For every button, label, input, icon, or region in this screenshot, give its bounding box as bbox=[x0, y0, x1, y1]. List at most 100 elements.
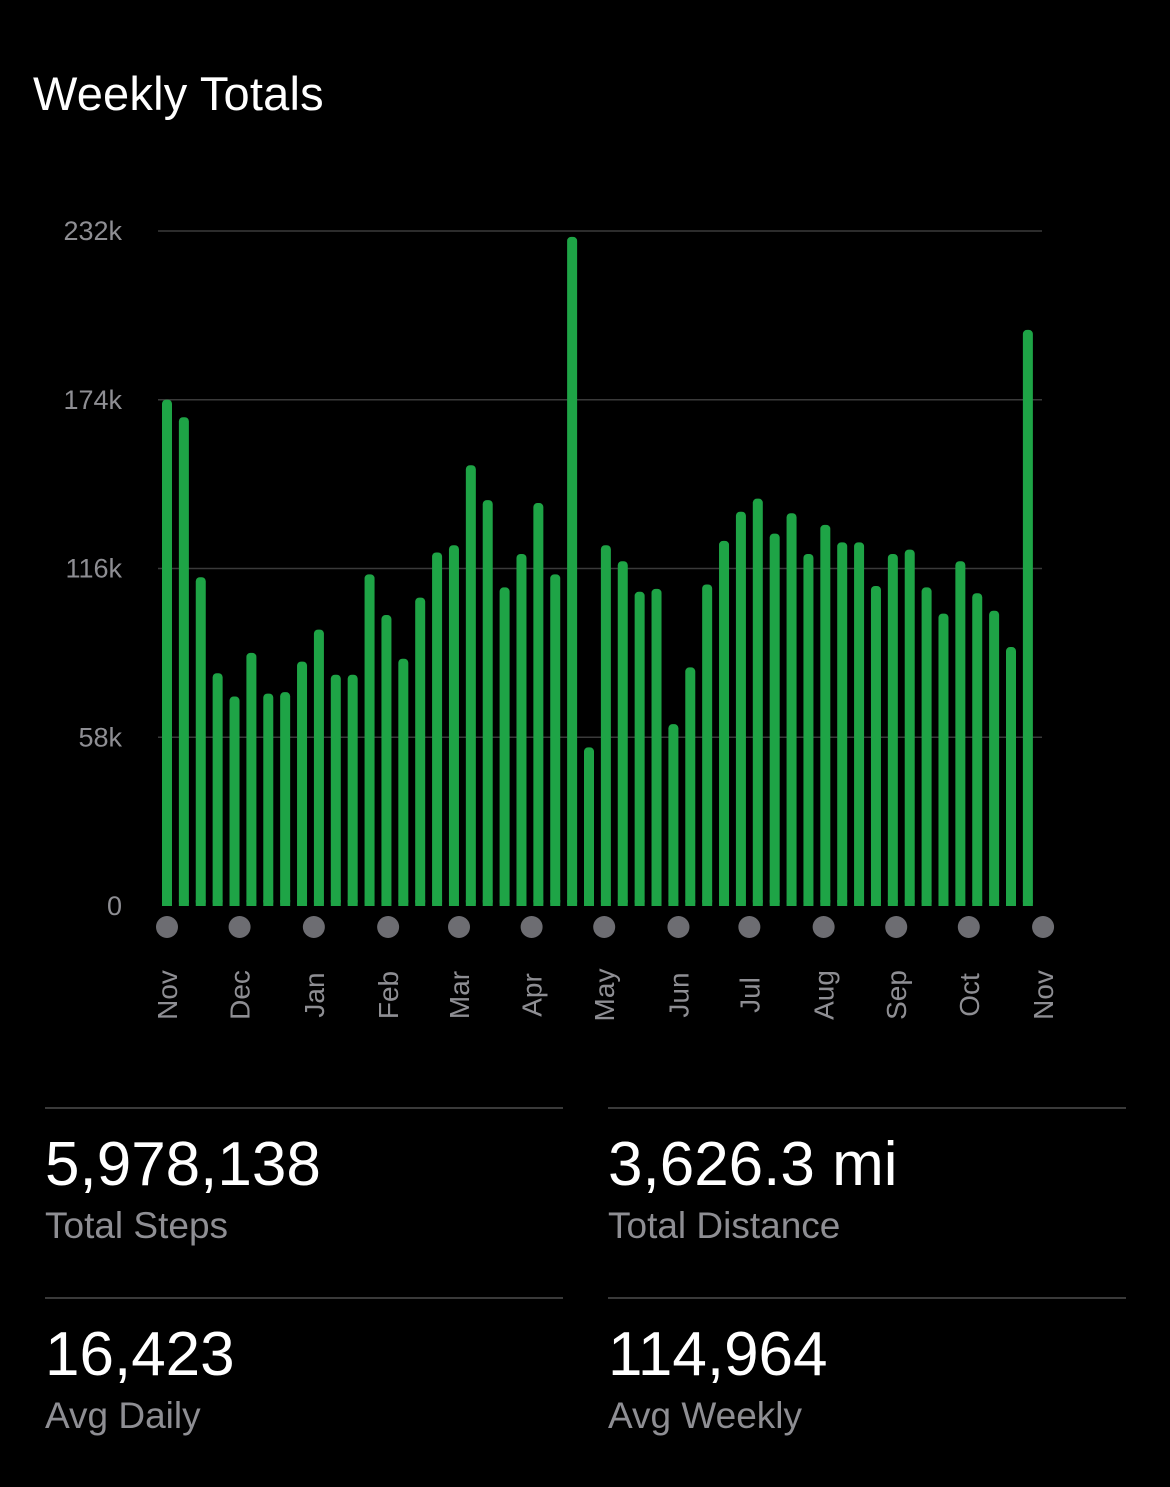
bar[interactable] bbox=[415, 597, 426, 906]
bar[interactable] bbox=[820, 524, 831, 906]
bar-base bbox=[550, 900, 561, 906]
bar-base bbox=[921, 900, 932, 906]
bar[interactable] bbox=[719, 540, 730, 906]
bar[interactable] bbox=[786, 513, 797, 906]
month-dot bbox=[520, 916, 543, 938]
bar[interactable] bbox=[398, 658, 409, 906]
bar[interactable] bbox=[668, 724, 679, 906]
bar[interactable] bbox=[330, 674, 341, 906]
bar[interactable] bbox=[685, 667, 696, 906]
bar-base bbox=[448, 900, 459, 906]
bar[interactable] bbox=[432, 552, 443, 906]
month-dots bbox=[156, 916, 1055, 938]
bar-base bbox=[415, 900, 426, 906]
avg-daily-label: Avg Daily bbox=[45, 1395, 201, 1436]
bar[interactable] bbox=[1006, 647, 1016, 906]
bar[interactable] bbox=[297, 661, 308, 906]
bar[interactable] bbox=[735, 511, 746, 906]
bar[interactable] bbox=[769, 533, 780, 906]
bar[interactable] bbox=[989, 610, 1000, 906]
x-axis-month-labels: Nov Dec Jan Feb Mar Apr May Jun Jul Aug Sep Oct Nov bbox=[152, 969, 1059, 1022]
bar-base bbox=[1022, 900, 1033, 906]
bar[interactable] bbox=[955, 561, 966, 906]
bar-base bbox=[381, 900, 392, 906]
bar[interactable] bbox=[803, 553, 814, 906]
bar-base bbox=[482, 900, 493, 906]
y-tick-label: 58k bbox=[78, 722, 122, 752]
month-label: Dec bbox=[225, 970, 256, 1020]
month-label: Feb bbox=[373, 971, 404, 1019]
bar[interactable] bbox=[448, 545, 459, 906]
bar[interactable] bbox=[550, 574, 561, 906]
y-axis-tick-labels: 0 58k 116k 174k 232k bbox=[63, 216, 122, 921]
bar-base bbox=[499, 900, 510, 906]
bar-base bbox=[769, 900, 780, 906]
bar-base bbox=[854, 900, 865, 906]
bar[interactable] bbox=[921, 587, 932, 906]
bar[interactable] bbox=[364, 574, 375, 906]
bar-base bbox=[229, 900, 240, 906]
total-distance-value: 3,626.3 mi bbox=[608, 1130, 898, 1199]
bar[interactable] bbox=[837, 542, 848, 906]
bar-base bbox=[617, 900, 628, 906]
weekly-steps-bar-chart: 0 58k 116k 174k 232k Nov Dec Jan Feb Mar Apr May Ju… bbox=[63, 216, 1059, 1022]
bar-base bbox=[1006, 900, 1016, 906]
month-dot bbox=[957, 916, 980, 938]
bar[interactable] bbox=[1022, 329, 1033, 906]
bar[interactable] bbox=[584, 747, 594, 906]
avg-daily-value: 16,423 bbox=[45, 1320, 235, 1389]
bar-base bbox=[668, 900, 679, 906]
bar[interactable] bbox=[600, 545, 611, 906]
month-dot bbox=[667, 916, 690, 938]
bar[interactable] bbox=[752, 498, 763, 906]
bar[interactable] bbox=[938, 613, 949, 906]
bar[interactable] bbox=[465, 465, 476, 906]
bar[interactable] bbox=[533, 503, 544, 906]
bar[interactable] bbox=[280, 692, 291, 906]
bar-base bbox=[955, 900, 966, 906]
total-steps-value: 5,978,138 bbox=[45, 1130, 321, 1199]
month-label: Nov bbox=[1028, 970, 1059, 1020]
bar[interactable] bbox=[651, 588, 662, 906]
bar[interactable] bbox=[702, 584, 713, 906]
month-dot bbox=[593, 916, 616, 938]
bar-base bbox=[347, 900, 358, 906]
bar-base bbox=[989, 900, 1000, 906]
bar-base bbox=[465, 900, 476, 906]
bar[interactable] bbox=[516, 553, 527, 906]
month-label: Jul bbox=[734, 977, 765, 1013]
month-dot bbox=[228, 916, 251, 938]
bar[interactable] bbox=[229, 696, 240, 906]
bar[interactable] bbox=[195, 577, 206, 906]
bar[interactable] bbox=[972, 593, 983, 906]
bar-base bbox=[195, 900, 206, 906]
bar[interactable] bbox=[887, 553, 898, 906]
bar[interactable] bbox=[904, 549, 915, 906]
bar[interactable] bbox=[854, 542, 865, 906]
bar-base bbox=[786, 900, 797, 906]
bar[interactable] bbox=[870, 585, 881, 906]
chart-bars bbox=[162, 236, 1033, 906]
bar[interactable] bbox=[178, 417, 189, 906]
bar-base bbox=[297, 900, 308, 906]
bar-base bbox=[719, 900, 730, 906]
month-dot bbox=[1032, 916, 1055, 938]
bar[interactable] bbox=[212, 673, 223, 906]
bar-base bbox=[820, 900, 831, 906]
bar-base bbox=[584, 900, 594, 906]
bar[interactable] bbox=[617, 561, 628, 906]
month-label: Aug bbox=[809, 970, 840, 1020]
bar[interactable] bbox=[482, 500, 493, 906]
bar[interactable] bbox=[347, 674, 358, 906]
bar[interactable] bbox=[246, 652, 257, 906]
bar[interactable] bbox=[162, 399, 172, 906]
bar-base bbox=[651, 900, 662, 906]
bar[interactable] bbox=[634, 591, 645, 906]
bar-base bbox=[330, 900, 341, 906]
bar[interactable] bbox=[567, 236, 578, 906]
bar-base bbox=[634, 900, 645, 906]
bar[interactable] bbox=[263, 693, 274, 906]
bar[interactable] bbox=[499, 587, 510, 906]
bar[interactable] bbox=[313, 629, 324, 906]
bar[interactable] bbox=[381, 615, 392, 906]
